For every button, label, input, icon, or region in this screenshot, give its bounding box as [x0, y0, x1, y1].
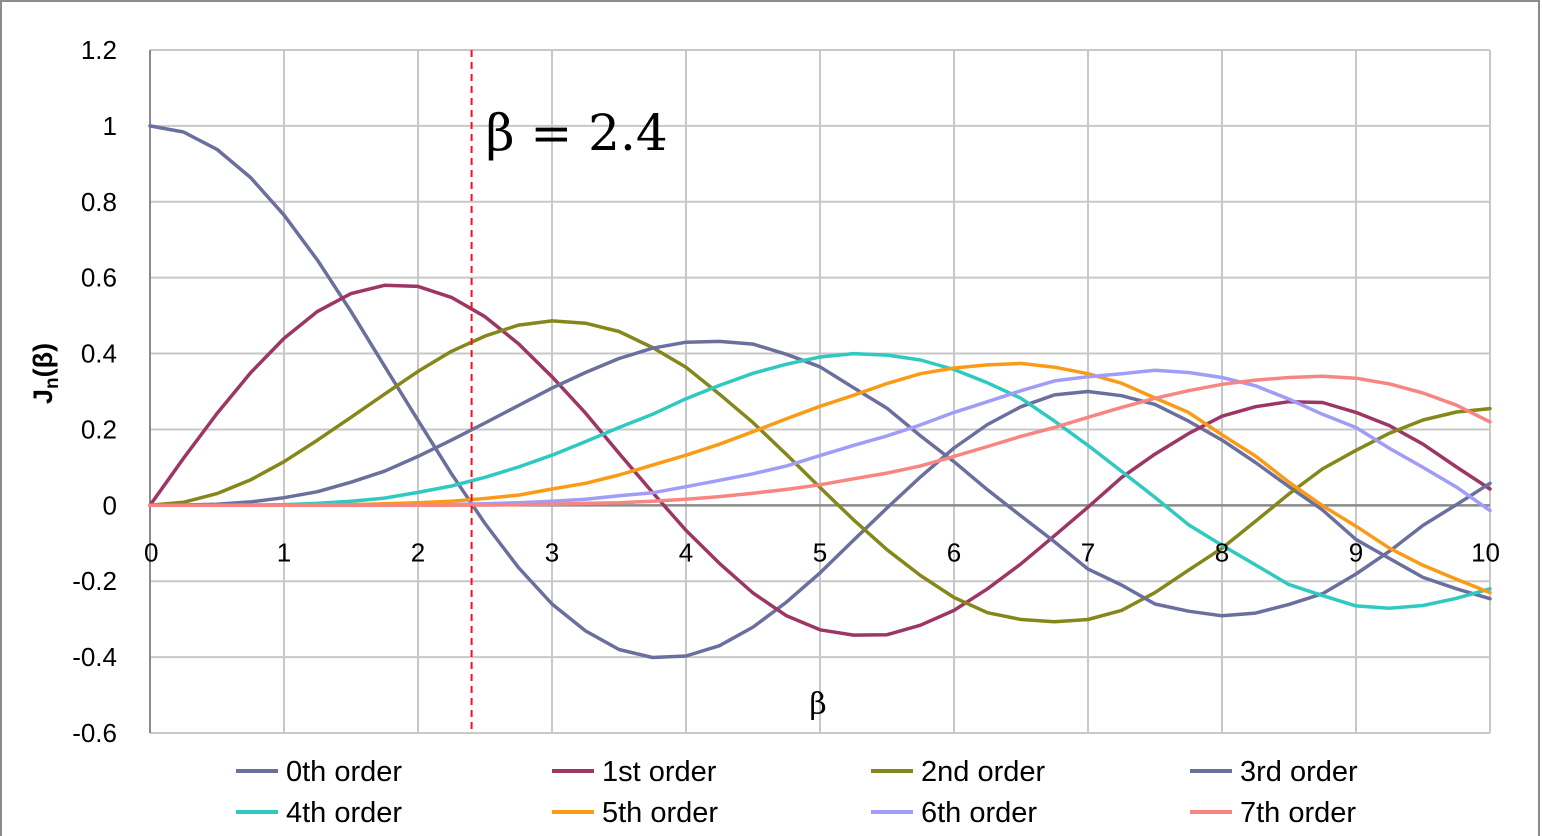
y-axis-title-tail: (β) — [28, 343, 58, 377]
legend-label-1: 1st order — [602, 756, 717, 788]
legend: 0th order 1st order 2nd order 3rd order 4th … — [236, 756, 1358, 829]
annotation: β = 2.4 — [470, 50, 668, 733]
legend-label-2: 2nd order — [921, 756, 1045, 788]
x-tick-label: 2 — [411, 537, 425, 567]
y-tick-label: 0.4 — [81, 339, 117, 369]
series-line-3 — [148, 339, 1492, 618]
legend-label-4: 4th order — [286, 797, 402, 829]
y-tick-label: 0 — [103, 490, 117, 520]
series-line-1 — [148, 283, 1492, 637]
x-tick-label: 8 — [1215, 537, 1229, 567]
y-tick-label: 1.2 — [81, 35, 117, 65]
x-tick-label: 1 — [277, 537, 291, 567]
x-tick-label: 4 — [679, 537, 693, 567]
x-tick-label: 7 — [1081, 537, 1095, 567]
series-line-4 — [148, 351, 1492, 610]
x-tick-label: 0 — [144, 537, 158, 567]
legend-label-0: 0th order — [286, 756, 402, 788]
legend-label-7: 7th order — [1240, 797, 1356, 829]
y-tick-label: 0.2 — [81, 414, 117, 444]
y-tick-label: 0.6 — [81, 263, 117, 293]
series-lines — [148, 124, 1492, 660]
y-axis-title-main: J — [28, 389, 58, 404]
annotation-label: β = 2.4 — [486, 104, 668, 162]
y-tick-label: -0.2 — [72, 566, 117, 596]
series-line-0 — [148, 124, 1492, 660]
legend-label-5: 5th order — [602, 797, 718, 829]
legend-label-3: 3rd order — [1240, 756, 1358, 788]
y-axis-title: Jn(β) — [28, 343, 63, 404]
y-tick-label: 0.8 — [81, 187, 117, 217]
tick-labels: -0.6 -0.4 -0.2 0 0.2 0.4 0.6 0.8 1 1.2 0 1 2 3 4 5 6 7 8 9 1… — [72, 35, 1500, 748]
x-tick-label: 5 — [813, 537, 827, 567]
y-tick-label: 1 — [103, 111, 117, 141]
series-line-2 — [148, 319, 1492, 624]
x-tick-label: 10 — [1471, 537, 1500, 567]
x-tick-label: 3 — [545, 537, 559, 567]
x-tick-label: 9 — [1349, 537, 1363, 567]
y-tick-label: -0.4 — [72, 642, 117, 672]
legend-label-6: 6th order — [921, 797, 1037, 829]
gridlines — [149, 49, 1491, 734]
y-axis-title-subscript: n — [42, 377, 63, 389]
x-tick-label: 6 — [947, 537, 961, 567]
x-axis-title: β — [809, 687, 826, 722]
series-line-7 — [148, 374, 1492, 508]
y-tick-label: -0.6 — [72, 718, 117, 748]
